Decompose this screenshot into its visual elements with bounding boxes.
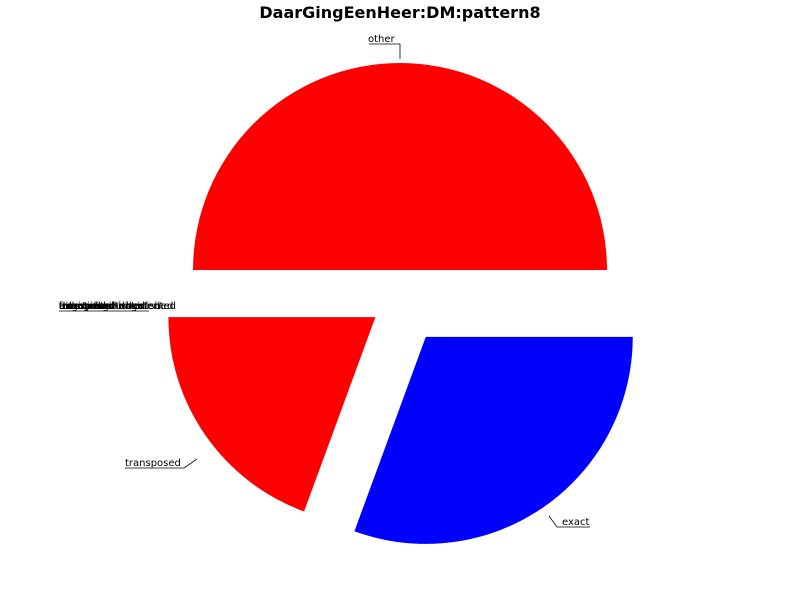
slice-label-full: full [59,301,74,312]
slice-label-exact-augmented: exact-augmented [59,301,148,312]
slice-label-exact: exact [562,517,590,528]
slice-label-retrograde: retrograde [59,301,112,312]
slice-label-inverted: inverted [59,301,101,312]
slice-label-other: other [368,34,396,45]
leader-line-exact [548,515,590,528]
slice-label-transposed-diminished: transposed-diminished [59,301,173,312]
slice-label-transposed-augmented: transposed-augmented [59,301,176,312]
slice-label-diminished: diminished [59,301,114,312]
pie-slice-other [193,63,607,270]
slice-label-transposed-inverted: transposed-inverted [59,301,160,312]
pie-slice-exact [354,336,633,544]
slice-label-transposed: transposed [125,458,181,469]
leader-line-transposed [125,458,198,469]
slice-label-exact-inverted: exact-inverted [59,301,132,312]
pie-slices [168,63,633,544]
slice-label-exact-diminished: exact-diminished [59,301,145,312]
pie-slice-transposed [168,317,376,512]
slice-label-augmented: augmented [59,301,116,312]
chart-title: DaarGingEenHeer:DM:pattern8 [259,3,540,22]
leader-line-other [369,43,401,59]
pie-labels: other transposed exact transposed-diminishe… [59,34,590,528]
